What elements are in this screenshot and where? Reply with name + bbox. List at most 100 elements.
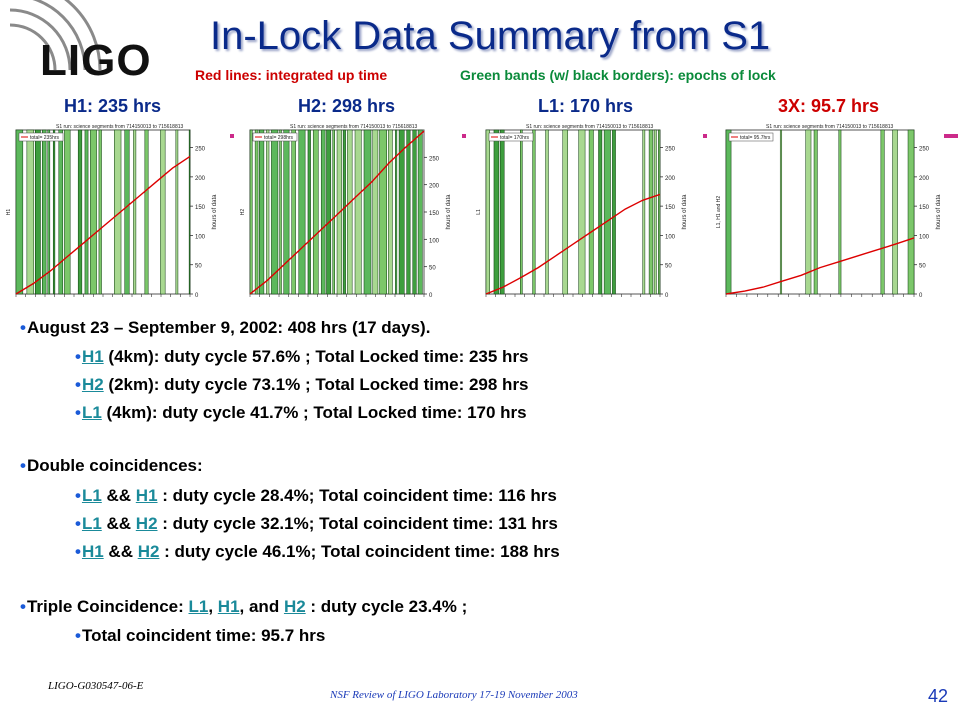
bullet-dot: • — [20, 456, 26, 475]
bullet-l1-h2: •L1 && H2 : duty cycle 32.1%; Total coin… — [75, 514, 558, 533]
lock-band — [612, 129, 616, 295]
separator-mark — [944, 134, 958, 138]
lock-band — [26, 129, 35, 295]
bullet-double-heading: •Double coincidences: — [20, 456, 203, 475]
y-tick-label: 50 — [665, 264, 672, 270]
subtitle-green-bands: Green bands (w/ black borders): epochs o… — [460, 67, 776, 83]
legend-box — [728, 132, 774, 142]
lock-band — [642, 129, 646, 295]
ligo-logo: LIGO — [40, 36, 152, 85]
left-axis-label: H1 — [6, 209, 12, 216]
link-l1[interactable]: L1 — [81, 486, 102, 505]
link-h1[interactable]: H1 — [81, 542, 104, 561]
bullet-triple: •Triple Coincidence: L1, H1, and H2 : du… — [20, 597, 468, 616]
lock-band — [493, 129, 500, 295]
y-tick-label: 150 — [429, 211, 440, 217]
chart-title: S1 run: science segments from 714150013 … — [766, 124, 894, 130]
lock-band — [363, 129, 372, 295]
separator-mark — [462, 134, 466, 138]
y-tick-label: 0 — [665, 293, 669, 299]
panel-title-3x: 3X: 95.7 hrs — [778, 96, 880, 116]
bullet-summary: •August 23 – September 9, 2002: 408 hrs … — [20, 318, 431, 337]
y-tick-label: 50 — [919, 264, 926, 270]
link-l1[interactable]: L1 — [81, 514, 102, 533]
lock-band — [485, 129, 490, 295]
legend-label: total= 298hrs — [264, 135, 294, 141]
uptime-line — [485, 193, 661, 295]
bullet-dot: • — [75, 514, 81, 533]
y-tick-label: 0 — [195, 293, 199, 299]
link-l1[interactable]: L1 — [81, 403, 102, 422]
link-h2[interactable]: H2 — [81, 375, 104, 394]
bullet-dot: • — [75, 375, 81, 394]
lock-band — [398, 129, 405, 295]
bullet-l1: •L1 (4km): duty cycle 41.7% ; Total Lock… — [75, 403, 527, 422]
panel-title-h1: H1: 235 hrs — [64, 96, 162, 116]
link-h1[interactable]: H1 — [135, 486, 158, 505]
lock-band — [41, 129, 47, 295]
lock-band — [84, 129, 89, 295]
y-tick-label: 200 — [665, 176, 676, 182]
lock-band — [354, 129, 362, 295]
y-tick-label: 100 — [195, 234, 206, 240]
lock-band — [892, 129, 898, 295]
panel-title-h2: H2: 298 hrs — [298, 96, 396, 116]
bullet-h1: •H1 (4km): duty cycle 57.6% ; Total Lock… — [75, 347, 529, 366]
lock-band — [283, 129, 290, 295]
legend-box — [18, 132, 64, 142]
lock-band — [603, 129, 611, 295]
lock-band — [144, 129, 149, 295]
lock-band — [658, 129, 661, 295]
subtitle-red-lines: Red lines: integrated up time — [195, 67, 388, 83]
lock-band — [406, 129, 411, 295]
y-tick-label: 100 — [665, 234, 676, 240]
lock-band — [98, 129, 102, 295]
y-tick-label: 150 — [195, 205, 206, 211]
lock-band — [347, 129, 353, 295]
lock-band — [259, 129, 265, 295]
link-h2[interactable]: H2 — [137, 542, 160, 561]
bullet-dot: • — [75, 626, 81, 645]
lock-band — [499, 129, 505, 295]
lock-band — [588, 129, 594, 295]
y-axis-label: hours of data — [446, 194, 452, 230]
lock-band — [342, 129, 346, 295]
lock-band — [133, 129, 137, 295]
lock-band — [64, 129, 71, 295]
lock-band — [779, 129, 783, 295]
left-axis-label: H2 — [240, 209, 246, 216]
lock-band — [307, 129, 311, 295]
lock-band — [395, 129, 398, 295]
bullet-dot: • — [75, 542, 81, 561]
y-tick-label: 250 — [665, 147, 676, 153]
lock-band — [271, 129, 279, 295]
bullet-h2: •H2 (2km): duty cycle 73.1% ; Total Lock… — [75, 375, 529, 394]
link-h1[interactable]: H1 — [81, 347, 104, 366]
lock-band — [653, 129, 657, 295]
bullet-l1-h1: •L1 && H1 : duty cycle 28.4%; Total coin… — [75, 486, 557, 505]
bullet-h1-h2: •H1 && H2 : duty cycle 46.1%; Total coin… — [75, 542, 560, 561]
lock-band — [15, 129, 24, 295]
lock-band — [725, 129, 732, 295]
lock-band — [332, 129, 335, 295]
link-h2[interactable]: H2 — [135, 514, 158, 533]
lock-band — [188, 129, 191, 295]
lock-band — [58, 129, 64, 295]
lock-band — [805, 129, 812, 295]
legend-box — [488, 132, 534, 142]
link-h2[interactable]: H2 — [283, 597, 306, 616]
legend-label: total= 235hrs — [30, 135, 60, 141]
review-caption: NSF Review of LIGO Laboratory 17-19 Nove… — [330, 689, 578, 701]
y-axis-label: hours of data — [682, 194, 688, 230]
lock-band — [124, 129, 130, 295]
lock-band — [648, 129, 654, 295]
chart-h2: 0 50 100 150 200 250 hours of data H2 S1 run: sc… — [240, 124, 452, 299]
lock-band — [578, 129, 586, 295]
lock-band — [47, 129, 51, 295]
uptime-line — [249, 130, 425, 295]
left-axis-label: L1, H1 and H2 — [716, 196, 722, 228]
y-tick-label: 100 — [919, 234, 930, 240]
link-h1[interactable]: H1 — [217, 597, 240, 616]
lock-band — [160, 129, 166, 295]
link-l1[interactable]: L1 — [188, 597, 209, 616]
